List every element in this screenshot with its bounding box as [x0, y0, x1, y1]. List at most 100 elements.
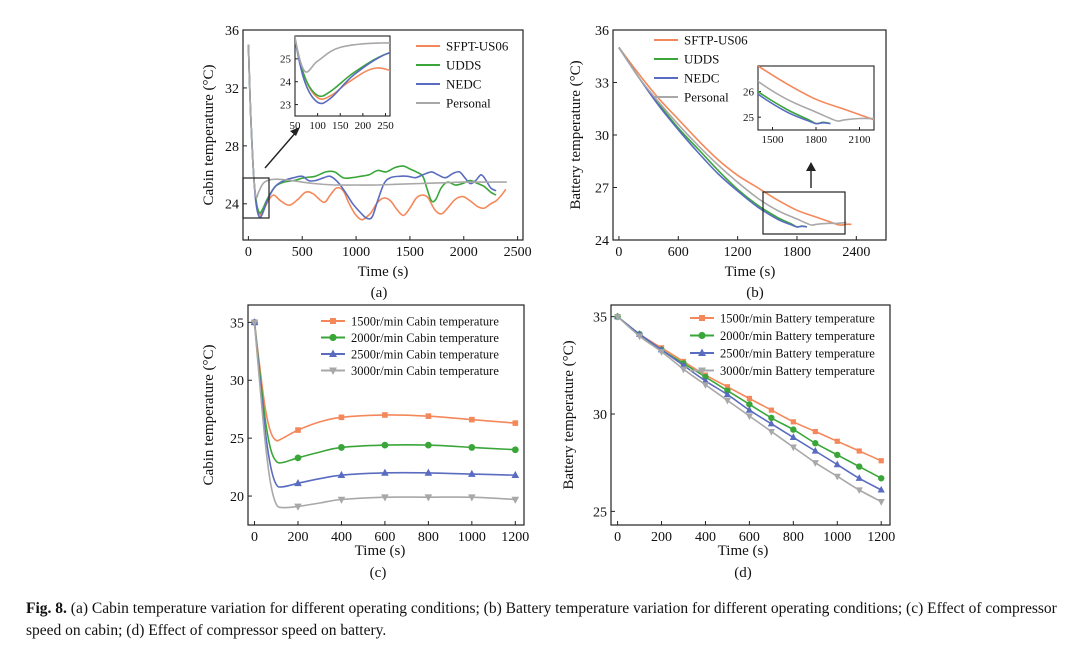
data-point-marker	[511, 496, 520, 504]
y-tick-label: 24	[225, 198, 239, 213]
x-tick-label: 1800	[805, 134, 828, 146]
legend-label: 3000r/min Battery temperature	[720, 364, 875, 378]
y-tick-label: 33	[595, 76, 609, 91]
y-axis-label: Battery temperature (°C)	[561, 340, 577, 489]
x-tick-label: 2000	[450, 245, 478, 260]
data-point-marker	[329, 333, 337, 342]
y-tick-label: 36	[225, 24, 239, 39]
x-tick-label: 1000	[342, 245, 370, 260]
y-axis-label: Cabin temperature (°C)	[201, 65, 217, 206]
data-point-marker	[767, 419, 775, 427]
x-tick-label: 1200	[867, 530, 895, 545]
data-point-marker	[469, 416, 475, 423]
data-point-marker	[424, 441, 432, 449]
inset-frame	[757, 65, 875, 131]
panel-b-battery-temperature-chart: 0 600 1200 1800 2400 24 27 30 33 36 1500 1800 2100 2…	[568, 24, 887, 301]
y-tick-label: 25	[593, 505, 607, 520]
x-tick-label: 400	[695, 530, 716, 545]
data-point-marker	[381, 441, 389, 449]
data-point-marker	[511, 446, 519, 454]
x-tick-label: 800	[418, 530, 439, 545]
series-line	[618, 47, 808, 228]
y-tick-label: 28	[225, 140, 239, 155]
data-point-marker	[512, 420, 519, 426]
data-point-marker	[329, 367, 337, 375]
data-point-marker	[635, 333, 644, 341]
legend-label: 1500r/min Battery temperature	[720, 311, 875, 325]
data-point-marker	[746, 395, 753, 402]
zoom-arrow	[264, 130, 298, 169]
x-tick-label: 200	[651, 530, 672, 545]
y-axis-label: Battery temperature (°C)	[568, 60, 584, 209]
data-point-marker	[812, 440, 819, 447]
data-point-marker	[834, 438, 840, 444]
data-point-marker	[329, 349, 337, 357]
y-tick-label: 23	[280, 99, 292, 111]
zoom-region-box	[762, 191, 846, 235]
x-tick-label: 800	[783, 530, 804, 545]
data-point-marker	[250, 319, 259, 327]
legend: SFPT-US06 UDDS NEDC Personal	[416, 39, 509, 111]
legend-label: NEDC	[684, 71, 719, 86]
data-point-marker	[834, 451, 841, 459]
data-point-marker	[745, 413, 754, 421]
axes-frame	[247, 304, 525, 526]
legend-label: NEDC	[446, 77, 481, 92]
caption-text: (a) Cabin temperature variation for diff…	[26, 600, 1057, 639]
data-point-marker	[723, 390, 732, 398]
x-tick-label: 150	[332, 120, 349, 132]
panel-label: (a)	[371, 285, 388, 301]
data-point-marker	[768, 414, 775, 422]
data-point-marker	[855, 474, 863, 481]
series-line	[247, 44, 497, 220]
series-line	[618, 47, 852, 226]
x-tick-label: 500	[292, 245, 313, 260]
series-line	[247, 44, 507, 221]
figure-caption: Fig. 8. (a) Cabin temperature variation …	[26, 598, 1066, 642]
inset-series-line	[295, 36, 390, 100]
x-tick-label: 50	[290, 120, 302, 132]
data-point-marker	[337, 496, 346, 504]
legend-label: 2500r/min Battery temperature	[720, 346, 875, 360]
data-point-marker	[294, 479, 302, 487]
y-tick-label: 20	[230, 490, 244, 505]
data-point-marker	[699, 315, 705, 321]
data-point-marker	[856, 463, 863, 470]
x-tick-label: 1000	[458, 530, 486, 545]
y-tick-label: 32	[225, 82, 239, 97]
data-point-marker	[698, 367, 706, 375]
y-tick-label: 25	[280, 54, 292, 66]
y-tick-label: 30	[230, 374, 244, 389]
series-line	[618, 47, 847, 226]
data-point-marker	[878, 458, 884, 464]
x-tick-label: 1200	[724, 245, 752, 260]
inset-frame	[294, 35, 391, 117]
data-point-marker	[330, 318, 336, 324]
panel-label: (d)	[734, 565, 752, 581]
data-point-marker	[294, 454, 302, 462]
data-point-marker	[381, 494, 389, 502]
data-point-marker	[746, 401, 753, 408]
legend-label: Personal	[446, 96, 491, 111]
axes-frame	[610, 304, 891, 526]
data-point-marker	[468, 444, 476, 451]
legend-label: 1500r/min Cabin temperature	[351, 314, 499, 328]
data-point-marker	[811, 460, 819, 467]
inset-series-line	[758, 66, 874, 121]
data-point-marker	[424, 468, 433, 476]
zoom-arrow-head	[806, 162, 816, 171]
legend: 1500r/min Battery temperature 2000r/min B…	[690, 311, 875, 378]
x-tick-label: 0	[615, 245, 622, 260]
data-point-marker	[337, 470, 346, 479]
data-point-marker	[812, 428, 818, 435]
y-tick-label: 35	[230, 316, 244, 331]
y-tick-label: 30	[593, 408, 607, 423]
y-tick-label: 24	[280, 77, 292, 89]
y-tick-label: 24	[595, 234, 609, 249]
panel-c-compressor-cabin-chart: 0 200 400 600 800 1000 1200 20 25 30 35 1500r/min …	[201, 304, 529, 581]
data-point-marker	[425, 413, 432, 419]
y-tick-label: 30	[595, 129, 609, 144]
x-tick-label: 1200	[501, 530, 529, 545]
legend-label: SFPT-US06	[446, 39, 509, 54]
